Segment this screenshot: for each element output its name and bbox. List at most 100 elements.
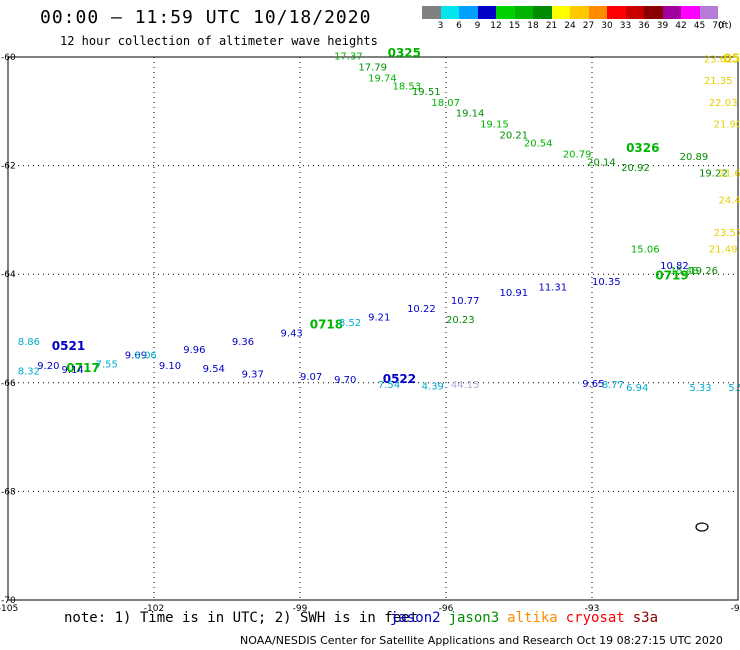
wave-height-value: 7.54 — [378, 380, 400, 391]
wave-height-value: 20.54 — [524, 139, 553, 150]
wave-height-value: 21.90 — [714, 120, 740, 131]
wave-height-value: 15.48 — [670, 266, 699, 277]
wave-height-value: 10.77 — [451, 296, 480, 307]
legend-label: 9 — [474, 21, 481, 31]
wave-height-value: 9.37 — [242, 369, 264, 380]
y-tick-label: -68 — [1, 487, 16, 497]
wave-height-value: 19.74 — [368, 73, 397, 84]
pass-time-label: 0325 — [388, 46, 421, 60]
legend-label: 42 — [675, 21, 687, 31]
pass-time-label: 0718 — [310, 318, 343, 332]
wave-height-value: 21.49 — [709, 244, 738, 255]
wave-height-value: 17.37 — [334, 52, 363, 63]
wave-height-value: 5.53 — [728, 383, 740, 394]
wave-height-value: 20.21 — [500, 130, 529, 141]
wave-height-value: 20.14 — [587, 158, 616, 169]
wave-height-value: 23.57 — [714, 228, 740, 239]
chart-title: 00:00 – 11:59 UTC 10/18/2020 — [40, 7, 372, 28]
wave-height-value: 20.92 — [621, 163, 650, 174]
legend-label: 24 — [564, 21, 576, 31]
pass-time-label: 0326 — [626, 141, 659, 155]
wave-height-value: 20.23 — [446, 315, 475, 326]
wave-height-value: 23.61 — [704, 54, 733, 65]
footer-credit: NOAA/NESDIS Center for Satellite Applica… — [240, 634, 723, 647]
legend-swatch — [699, 6, 718, 19]
legend-swatch — [551, 6, 570, 19]
wave-height-value: 9.70 — [334, 375, 356, 386]
legend-label: 33 — [619, 21, 632, 31]
legend-label: 12 — [490, 21, 502, 31]
x-tick-label: -99 — [293, 604, 308, 614]
wave-height-value: 7.55 — [96, 360, 118, 371]
legend-swatch — [570, 6, 589, 19]
y-tick-label: -64 — [1, 270, 16, 280]
wave-height-value: 15.06 — [631, 244, 660, 255]
wave-height-value: 22.03 — [709, 98, 738, 109]
legend-label: 15 — [508, 21, 521, 31]
wave-height-value: 19.14 — [456, 109, 485, 120]
x-tick-label: -102 — [144, 604, 164, 614]
wave-height-value: 44.15 — [451, 380, 480, 391]
y-tick-label: -60 — [1, 53, 16, 63]
legend-label: 70 — [712, 21, 724, 31]
legend-label: 21 — [545, 21, 558, 31]
legend-swatch — [496, 6, 515, 19]
wave-height-value: 9.54 — [203, 364, 225, 375]
wave-height-value: 10.35 — [592, 277, 621, 288]
island-outline — [695, 522, 709, 532]
wave-height-value: 9.07 — [300, 372, 322, 383]
wave-height-value: 4.39 — [422, 381, 444, 392]
satellite-altika: altika — [507, 610, 558, 626]
pass-time-label: 0521 — [52, 339, 85, 353]
wave-height-value: 18.53 — [392, 82, 421, 93]
wave-height-value: 9.21 — [368, 312, 390, 323]
satellite-jason2: jason2 — [390, 610, 441, 626]
wave-height-value: 9.65 — [582, 379, 604, 390]
legend-swatch — [625, 6, 644, 19]
pass-time-label: 0719 — [655, 269, 688, 283]
plot-frame — [7, 56, 739, 601]
legend-label: 18 — [527, 21, 539, 31]
legend-swatch — [644, 6, 663, 19]
legend-unit: (ft) — [718, 21, 732, 31]
wave-height-value: 9.43 — [281, 329, 303, 340]
x-tick-label: -93 — [585, 604, 600, 614]
legend-swatch — [514, 6, 533, 19]
legend-swatch — [662, 6, 681, 19]
legend-label: 27 — [582, 21, 595, 31]
wave-height-value: 9.09 — [125, 350, 147, 361]
pass-time-label: 0717 — [66, 361, 99, 375]
note-text: note: 1) Time is in UTC; 2) SWH is in fe… — [64, 610, 419, 626]
legend-swatch — [477, 6, 496, 19]
wave-height-value: 9.20 — [37, 361, 59, 372]
satellite-legend: jason2 jason3 altika cryosat s3a — [390, 610, 666, 626]
wave-height-value: 9.36 — [232, 337, 254, 348]
wave-height-value: 21.60 — [719, 168, 740, 179]
wave-height-value: 8.06 — [135, 350, 157, 361]
wave-height-value: 19.51 — [412, 87, 441, 98]
legend-label: 6 — [456, 21, 462, 31]
y-tick-label: -66 — [1, 379, 16, 389]
wave-height-value: 8.52 — [339, 318, 361, 329]
wave-height-value: 18.07 — [431, 98, 460, 109]
wave-height-value: 11.31 — [538, 282, 567, 293]
wave-height-value: 19.26 — [689, 266, 718, 277]
wave-height-value: 10.22 — [407, 304, 436, 315]
pass-time-label: 0522 — [383, 372, 416, 386]
wave-height-value: 9.10 — [159, 361, 181, 372]
satellite-cryosat: cryosat — [565, 610, 625, 626]
wave-height-value: 9.14 — [62, 365, 84, 376]
legend-label: 30 — [601, 21, 613, 31]
wave-height-value: 10.82 — [660, 261, 689, 272]
wave-height-value: 21.35 — [704, 76, 733, 87]
legend-swatch — [459, 6, 478, 19]
legend-swatch — [607, 6, 626, 19]
wave-height-value: 20.89 — [680, 152, 709, 163]
y-tick-label: -70 — [1, 596, 16, 606]
x-tick-label: -96 — [439, 604, 454, 614]
y-tick-label: -62 — [1, 162, 16, 172]
legend-label: 39 — [656, 21, 669, 31]
wave-height-value: 19.22 — [699, 168, 728, 179]
satellite-s3a: s3a — [632, 610, 659, 626]
